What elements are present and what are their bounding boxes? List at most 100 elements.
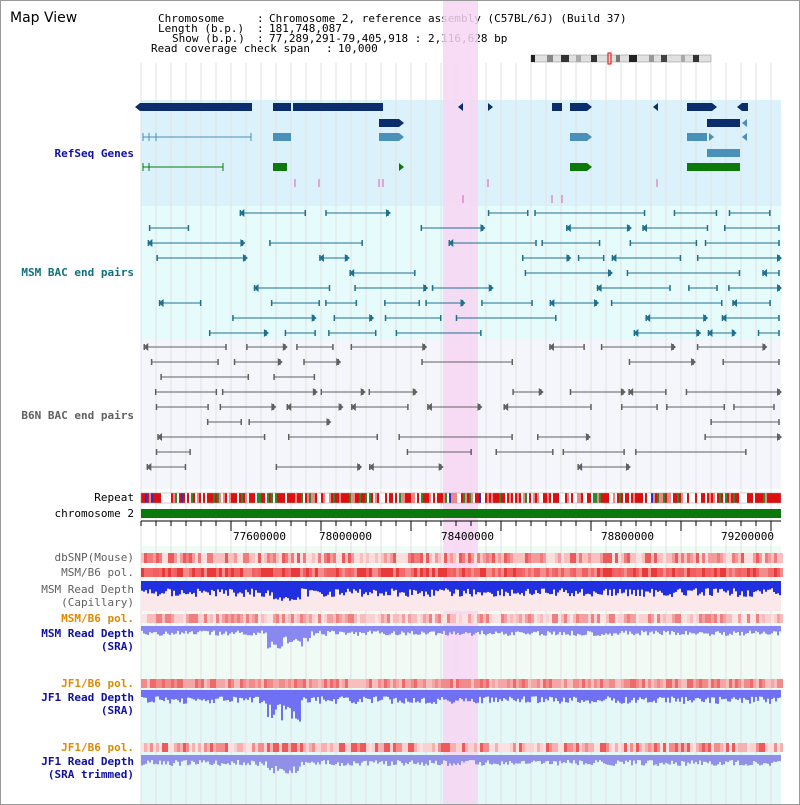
repeat-element [395,493,397,503]
jf1-sra-depth-bar [335,690,337,704]
msm-b6-pol-sra-cell [519,614,522,623]
jf1-trimmed-depth-bar [495,755,497,764]
repeat-element [645,493,647,503]
msm-capillary-depth-bar [317,581,319,592]
dbsnp-cell [585,553,588,563]
jf1-sra-depth-bar [157,690,159,697]
jf1-sra-depth-bar [733,690,735,698]
msm-sra-depth-bar [315,626,317,634]
jf1-b6-pol-2-cell [378,743,381,752]
repeat-element [739,493,741,503]
msm-b6-pol-cell [735,568,738,577]
msm-sra-depth-bar [557,626,559,635]
jf1-trimmed-depth-bar [155,755,157,764]
jf1-b6-pol-cell [198,679,201,688]
jf1-trimmed-depth-bar [347,755,349,764]
jf1-trimmed-depth-bar [433,755,435,764]
repeat-element [485,493,487,503]
msm-sra-depth-bar [329,626,331,633]
msm-sra-depth-bar [645,626,647,632]
msm-b6-pol-sra-cell [177,614,180,623]
jf1-b6-pol-2-cell [489,743,492,752]
msm-capillary-depth-bar [705,581,707,589]
jf1-sra-depth-bar [467,690,469,702]
msm-sra-depth-bar [573,626,575,636]
msm-capillary-depth-bar [485,581,487,593]
repeat-element [527,493,529,503]
msm-sra-depth-bar [499,626,501,634]
repeat-element [741,493,743,503]
jf1-b6-pol-2-cell [744,743,747,752]
msm-capillary-depth-bar [297,581,299,598]
msm-sra-depth-bar [559,626,561,632]
msm-capillary-depth-bar [479,581,481,593]
track-label-b6n-bac: B6N BAC end pairs [21,409,134,422]
msm-sra-depth-bar [533,626,535,632]
msm-b6-pol-sra-cell [213,614,216,623]
msm-b6-pol-cell [696,568,699,577]
msm-sra-depth-bar [771,626,773,634]
msm-b6-pol-cell [399,568,402,577]
repeat-element [293,493,295,503]
msm-b6-pol-sra-cell [468,614,471,623]
msm-b6-pol-cell [348,568,351,577]
jf1-sra-depth-bar [273,690,275,715]
dbsnp-cell [399,553,402,563]
repeat-element [523,493,525,503]
msm-sra-depth-bar [775,626,777,632]
repeat-element [475,493,477,503]
msm-b6-pol-cell [585,568,588,577]
jf1-trimmed-depth-bar [151,755,153,761]
jf1-trimmed-depth-bar [675,755,677,763]
jf1-sra-depth-bar [155,690,157,697]
jf1-trimmed-depth-bar [469,755,471,761]
jf1-sra-depth-bar [535,690,537,697]
jf1-b6-pol-2-cell [765,743,768,752]
msm-b6-pol-sra-cell [315,614,318,623]
jf1-sra-depth-bar [481,690,483,704]
jf1-sra-depth-bar [601,690,603,702]
jf1-b6-pol-cell [189,679,192,688]
msm-b6-pol-cell [324,568,327,577]
gene-arrow [369,314,375,322]
repeat-element [529,493,531,503]
repeat-element [657,493,659,503]
msm-capillary-depth-bar [213,581,215,592]
msm-sra-depth-bar [637,626,639,634]
jf1-b6-pol-cell [726,679,729,688]
msm-b6-pol-cell [651,568,654,577]
msm-capillary-depth-bar [245,581,247,590]
msm-b6-pol-sra-cell [390,614,393,623]
msm-b6-pol-cell [258,568,261,577]
jf1-b6-pol-cell [708,679,711,688]
repeat-element [289,493,291,503]
msm-capillary-depth-bar [659,581,661,591]
msm-sra-depth-bar [725,626,727,636]
jf1-b6-pol-cell [627,679,630,688]
gene-arrow [633,329,639,337]
dbsnp-cell [582,553,585,563]
msm-sra-depth-bar [537,626,539,631]
jf1-trimmed-depth-bar [265,755,267,762]
jf1-trimmed-depth-bar [473,755,475,761]
jf1-trimmed-depth-bar [335,755,337,765]
msm-b6-pol-sra-cell [240,614,243,623]
dbsnp-cell [681,553,684,563]
msm-b6-pol-sra-cell [732,614,735,623]
msm-sra-depth-bar [583,626,585,636]
jf1-trimmed-depth-bar [237,755,239,760]
msm-capillary-depth-bar [319,581,321,593]
msm-b6-pol-sra-cell [666,614,669,623]
msm-sra-depth-bar [587,626,589,632]
msm-b6-pol-sra-cell [771,614,774,623]
msm-capillary-depth-bar [773,581,775,593]
jf1-b6-pol-cell [537,679,540,688]
repeat-element [695,493,697,503]
jf1-trimmed-depth-bar [389,755,391,766]
repeat-element [551,493,553,503]
msm-capillary-depth-bar [591,581,593,597]
msm-capillary-depth-bar [373,581,375,590]
msm-sra-depth-bar [635,626,637,634]
msm-capillary-depth-bar [663,581,665,596]
